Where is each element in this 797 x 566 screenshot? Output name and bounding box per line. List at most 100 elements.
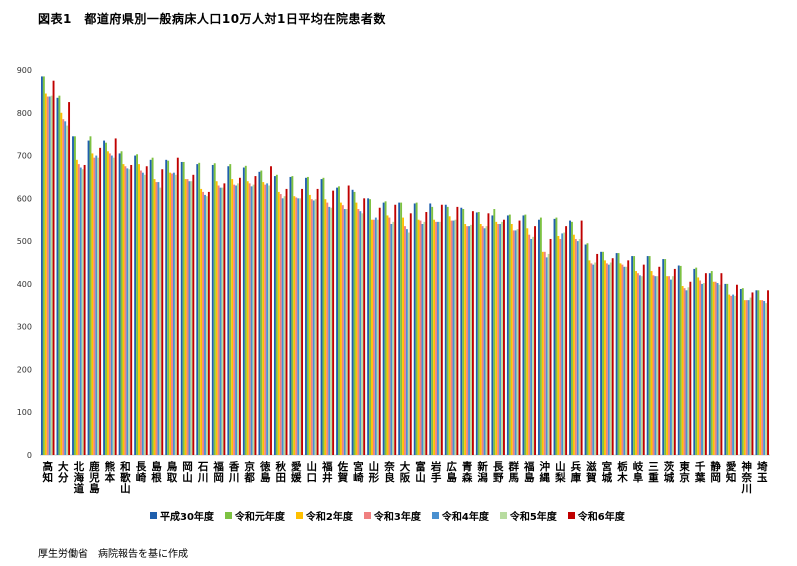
bar — [141, 172, 144, 456]
legend-item: 令和5年度 — [499, 508, 557, 523]
bar — [638, 275, 641, 455]
bar — [293, 196, 296, 455]
bar — [757, 290, 760, 455]
bar — [167, 160, 170, 455]
legend-item: 令和3年度 — [363, 508, 421, 523]
bar — [404, 226, 406, 455]
bar — [495, 221, 498, 455]
bar — [120, 151, 123, 455]
bar — [452, 220, 455, 455]
bar — [699, 280, 702, 455]
bar — [580, 220, 583, 455]
bar — [413, 203, 416, 455]
x-category-label: 岡山 — [182, 461, 193, 484]
bar — [749, 297, 752, 455]
bar — [755, 290, 758, 455]
bar — [668, 276, 670, 455]
bar — [50, 95, 53, 456]
bar — [687, 287, 690, 455]
y-tick-label: 700 — [17, 152, 32, 161]
bar — [646, 256, 649, 455]
bar — [627, 260, 630, 455]
bar — [617, 253, 620, 455]
bar — [487, 213, 490, 455]
bar — [376, 219, 379, 455]
bar — [415, 202, 418, 455]
bar — [66, 125, 69, 456]
x-category-label: 鹿児島 — [88, 460, 100, 495]
bar — [308, 194, 311, 455]
bar — [685, 290, 688, 455]
bar — [571, 221, 573, 455]
y-tick-label: 300 — [17, 323, 32, 332]
legend-item: 令和元年度 — [224, 508, 285, 523]
bar — [409, 213, 412, 455]
bar — [74, 136, 76, 455]
bar — [343, 209, 346, 455]
bar — [545, 257, 548, 455]
bar — [205, 196, 208, 455]
x-category-label: 島根 — [151, 460, 162, 484]
bar — [450, 220, 453, 455]
bar — [217, 185, 220, 455]
bar — [714, 281, 717, 455]
bar — [720, 273, 723, 455]
bar — [134, 155, 137, 455]
bar — [726, 283, 729, 455]
bar — [260, 170, 263, 455]
bar — [462, 209, 465, 455]
bar — [471, 211, 474, 455]
bar — [347, 185, 350, 455]
bar — [491, 215, 494, 455]
bar — [114, 138, 117, 455]
bar — [338, 186, 340, 456]
bar — [615, 253, 618, 455]
bar — [670, 279, 672, 455]
bar — [759, 300, 762, 455]
x-category-label: 宮城 — [602, 460, 613, 484]
x-category-label: 鳥取 — [167, 460, 178, 484]
bar — [103, 140, 106, 455]
x-category-label: 広島 — [446, 460, 457, 484]
legend-label: 令和6年度 — [577, 512, 625, 523]
bar — [363, 198, 366, 455]
bar — [607, 264, 610, 455]
bar — [433, 219, 436, 455]
bar — [506, 215, 509, 455]
bar — [371, 219, 373, 455]
bar — [666, 276, 669, 455]
x-category-label: 大阪 — [400, 460, 411, 484]
bar — [677, 265, 680, 455]
bar — [388, 217, 391, 455]
bar — [190, 181, 193, 455]
bar — [60, 112, 63, 455]
legend-label: 令和元年度 — [234, 512, 285, 523]
legend-swatch — [295, 512, 303, 519]
bar — [378, 207, 381, 455]
bar — [138, 164, 140, 456]
bar — [155, 182, 158, 455]
bar — [332, 190, 335, 455]
bar — [367, 198, 370, 455]
bar — [357, 209, 360, 455]
bar — [479, 224, 482, 455]
bar — [574, 238, 577, 455]
bar — [600, 251, 603, 455]
bar — [139, 170, 142, 455]
bar — [402, 217, 404, 455]
bar — [246, 181, 249, 455]
bar — [477, 212, 480, 455]
bar — [640, 276, 643, 455]
x-category-label: 神奈川 — [740, 460, 752, 495]
bar — [392, 221, 395, 455]
bar — [609, 262, 612, 455]
x-category-label: 茨城 — [664, 460, 675, 484]
bar — [483, 228, 486, 455]
bar — [374, 217, 377, 455]
x-category-label: 青森 — [461, 460, 473, 484]
bar — [683, 288, 686, 455]
bar — [56, 97, 59, 455]
bar — [516, 229, 519, 455]
legend-label: 令和5年度 — [509, 512, 557, 523]
bar — [324, 199, 327, 455]
